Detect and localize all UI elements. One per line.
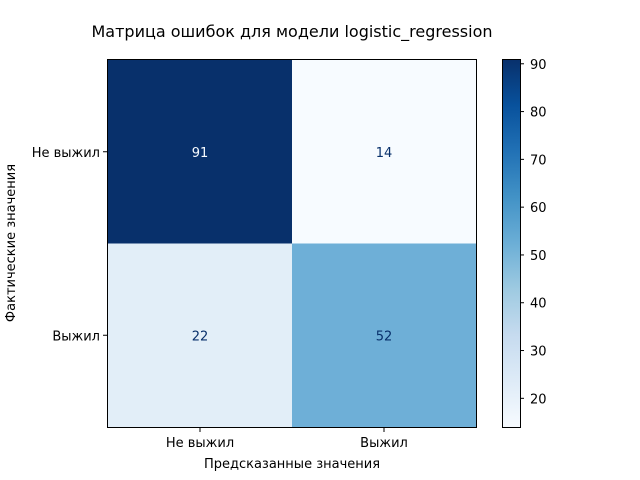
y-axis-label: Фактические значения — [4, 164, 19, 322]
x-tick-label: Не выжил — [166, 436, 234, 451]
x-axis-ticks: Не выжил Выжил — [166, 428, 408, 451]
cell-value-label: 14 — [376, 146, 393, 161]
y-tick-label: Не выжил — [32, 146, 100, 161]
colorbar — [502, 59, 520, 427]
plot-frame — [107, 59, 477, 428]
colorbar-frame — [502, 59, 521, 428]
colorbar-tick-label: 70 — [530, 153, 547, 168]
y-tick-label: Выжил — [52, 329, 100, 344]
y-axis-ticks: Не выжил Выжил — [32, 146, 107, 344]
cell-value-label: 52 — [376, 329, 393, 344]
chart-title: Матрица ошибок для модели logistic_regre… — [91, 22, 492, 42]
x-axis-label: Предсказанные значения — [204, 457, 380, 472]
cell-value-label: 22 — [192, 329, 209, 344]
colorbar-tick-label: 20 — [530, 392, 547, 407]
cell-value-label: 91 — [192, 146, 209, 161]
colorbar-tick-label: 90 — [530, 58, 547, 73]
matrix-cell — [108, 243, 293, 428]
colorbar-tick-label: 60 — [530, 201, 547, 216]
colorbar-ticks: 20 30 40 50 60 70 80 90 — [520, 58, 547, 407]
colorbar-tick-label: 80 — [530, 106, 547, 121]
matrix-cell — [292, 243, 477, 428]
matrix-cell-labels: 91 14 22 52 — [192, 146, 393, 345]
matrix-cell — [292, 60, 477, 244]
colorbar-tick-label: 30 — [530, 345, 547, 360]
matrix-cell — [108, 60, 293, 244]
x-tick-label: Выжил — [360, 436, 408, 451]
colorbar-tick-label: 40 — [530, 297, 547, 312]
matrix-cells — [108, 60, 477, 428]
colorbar-tick-label: 50 — [530, 249, 547, 264]
